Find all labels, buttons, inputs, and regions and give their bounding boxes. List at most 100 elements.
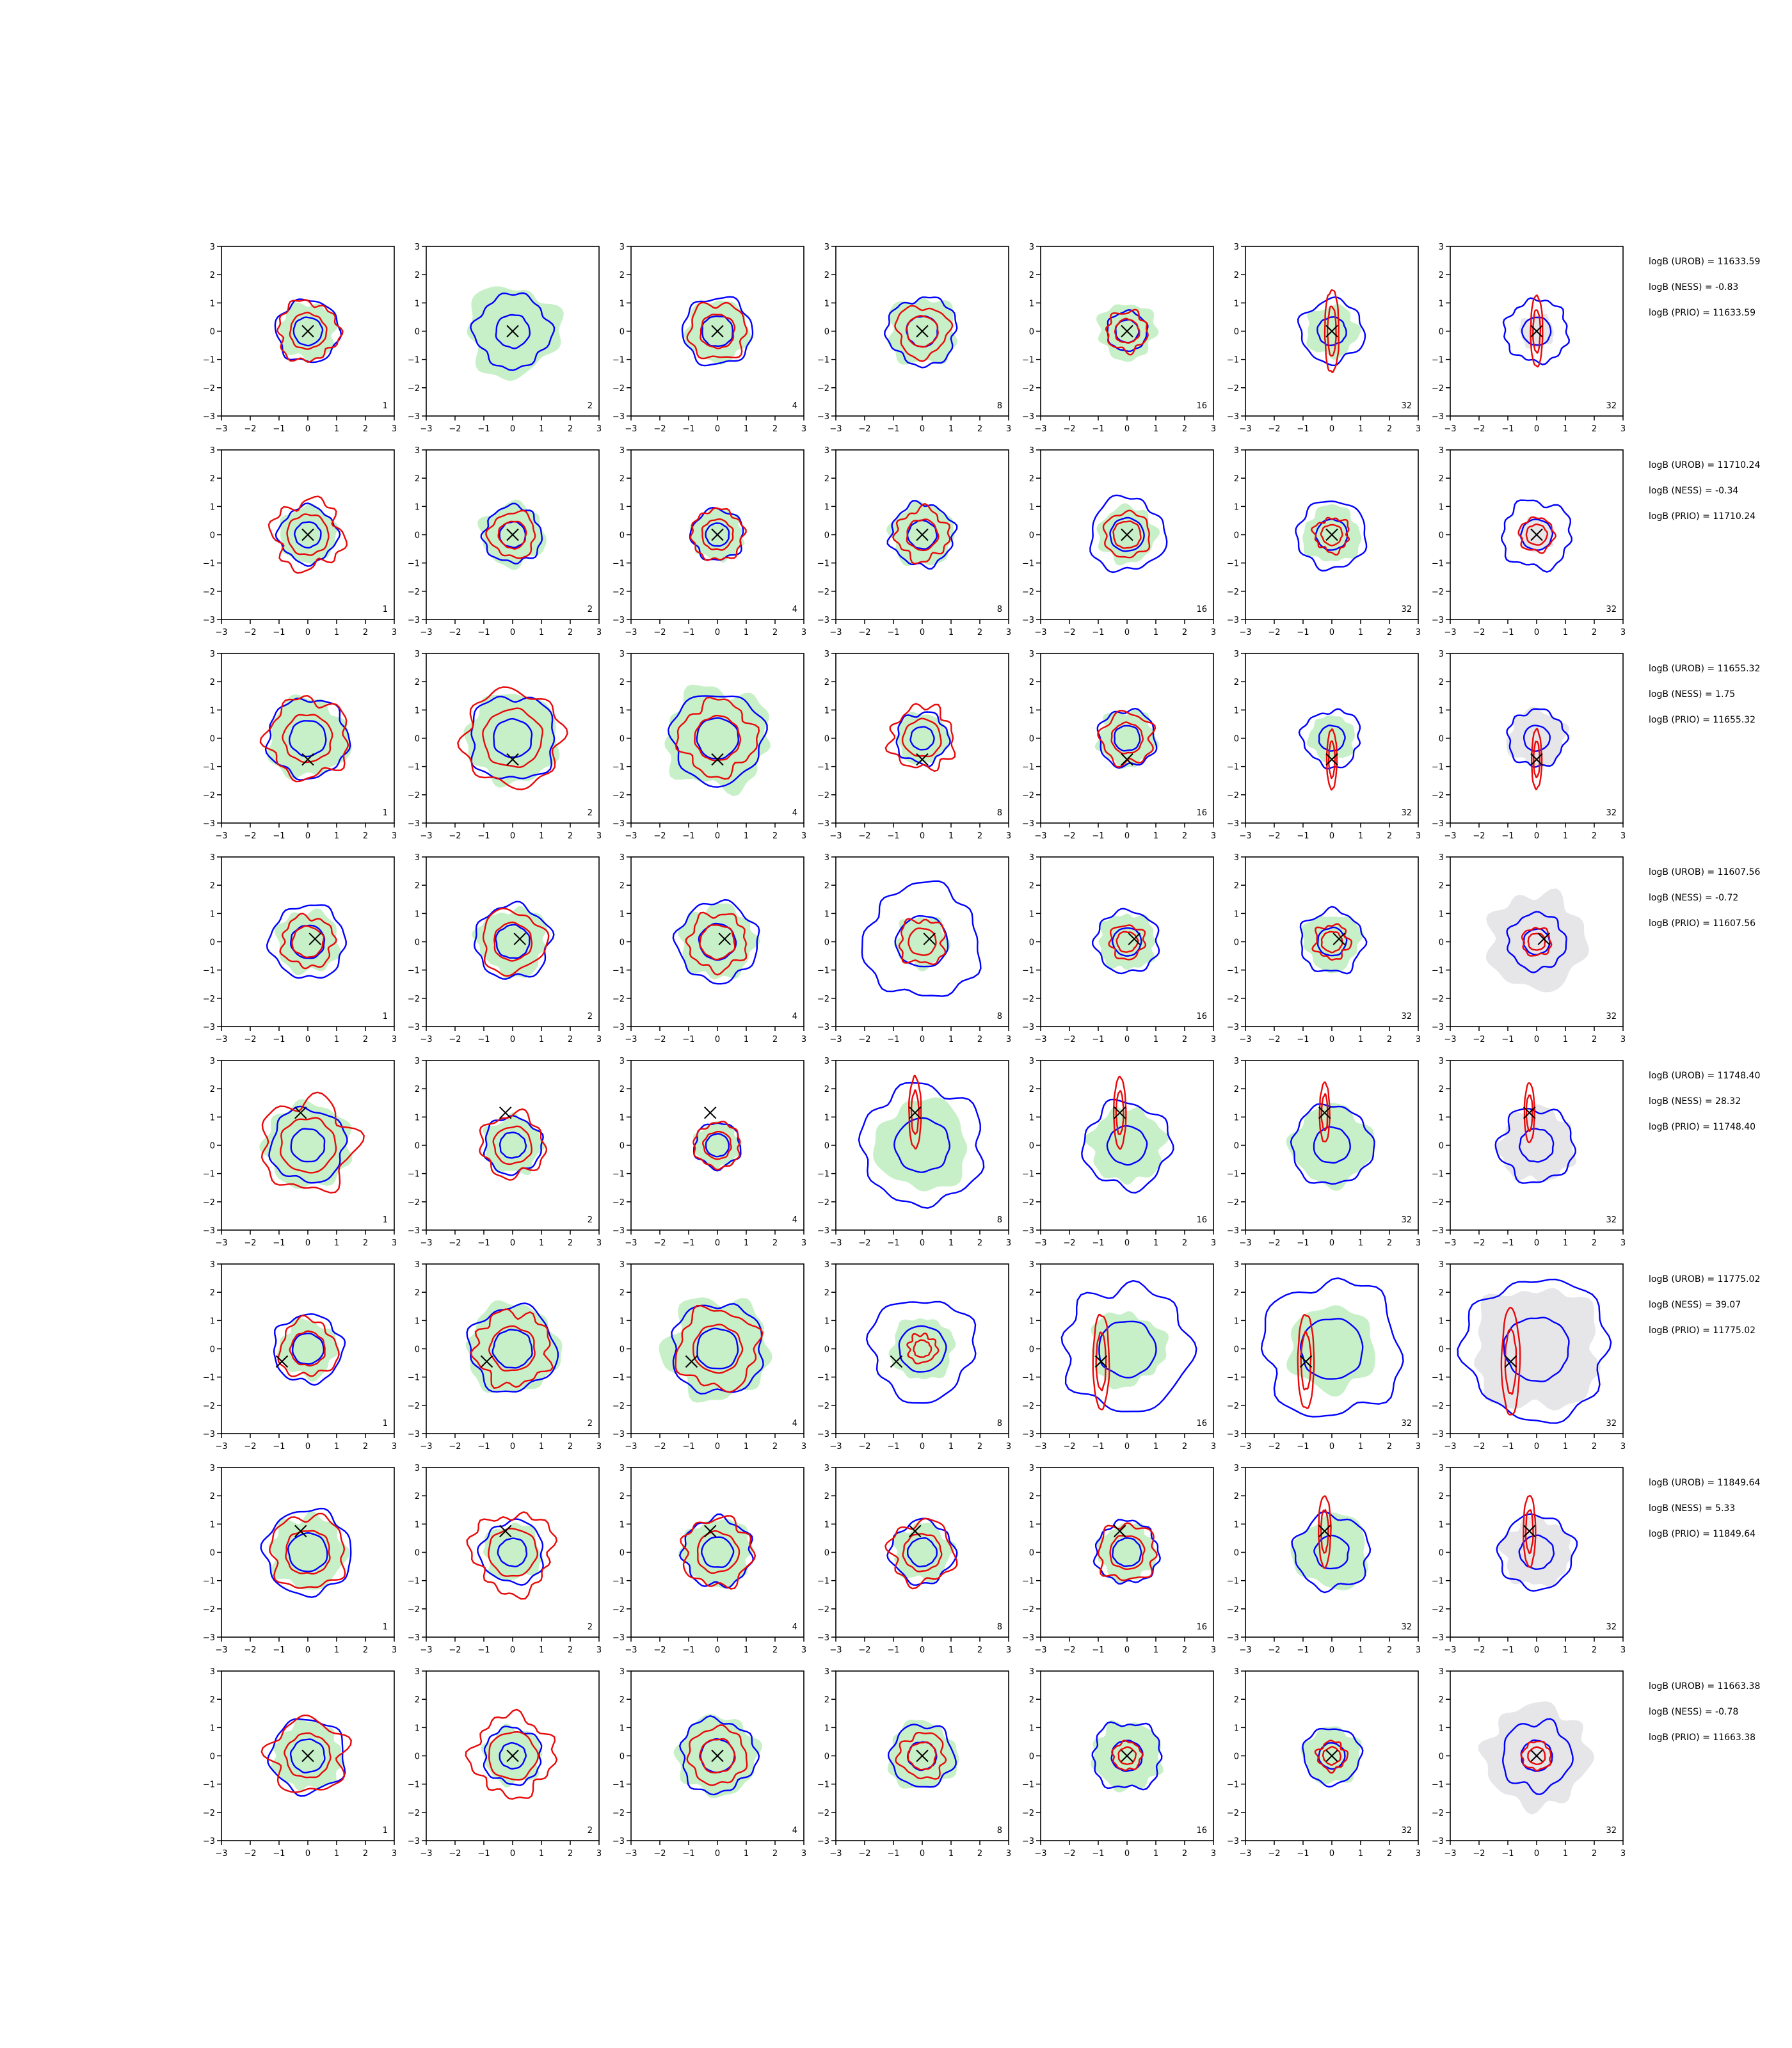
y-tick-label: 3 [1439,1667,1444,1677]
x-tick-label: 2 [1182,1238,1187,1248]
x-tick-label: −1 [682,1035,694,1044]
x-tick-label: 2 [363,1442,368,1452]
x-tick-label: −3 [1444,1849,1456,1859]
y-tick-label: −1 [612,1780,625,1790]
panel-count-label: 16 [1196,605,1207,614]
y-tick-label: 0 [824,938,829,948]
y-tick-label: −3 [1022,616,1034,625]
contour-blue-outer [689,506,744,561]
contour-blue-outer [886,500,958,570]
y-tick-label: 1 [1234,1316,1239,1326]
x-tick-label: 0 [1329,424,1334,434]
x-tick-label: 3 [801,1238,806,1248]
x-tick-label: 1 [744,831,749,841]
x-tick-label: 2 [772,1442,778,1452]
logb-annotation: logB (PRIO) = 11710.24 [1649,511,1756,522]
panel-count-label: 32 [1606,1826,1617,1836]
y-tick-label: −2 [408,995,420,1004]
x-tick-label: 1 [334,424,339,434]
contour-blue-outer [274,298,342,364]
contour-red-inner [482,707,544,768]
true-point-marker [480,1355,493,1368]
x-tick-label: 0 [1534,628,1539,637]
panel-count-label: 4 [792,1622,797,1632]
panel-r4-c7: −3−3 −2 −2 −1 −1 0 0 1 1 2 2 3 3 32 [1432,853,1626,1044]
y-tick-label: −3 [612,1430,625,1439]
y-tick-label: 3 [1029,1667,1034,1677]
x-tick-label: 2 [772,1849,778,1859]
true-point-marker [916,528,929,541]
contour-blue-inner [1521,316,1552,346]
y-tick-label: 3 [1439,853,1444,863]
x-tick-label: −3 [420,424,432,434]
panel-r8-c2: −3−3 −2 −2 −1 −1 0 0 1 1 2 2 3 3 2 [408,1667,602,1859]
true-point-marker [1523,1107,1536,1119]
y-tick-label: 2 [1439,1288,1444,1298]
x-tick-label: −2 [858,628,870,637]
x-tick-label: 3 [596,628,602,637]
y-tick-label: 3 [620,1057,625,1066]
plot-area [884,703,956,772]
x-tick-label: 3 [1620,1849,1626,1859]
x-tick-label: 0 [1534,1645,1539,1655]
contour-red-inner [913,1339,932,1358]
contour-blue-inner [696,1327,739,1370]
contour-blue-outer [1496,1513,1578,1592]
contour-red-inner [906,315,939,348]
x-tick-label: 3 [1211,1035,1216,1044]
y-tick-label: 0 [1234,1142,1239,1151]
y-tick-label: −2 [1227,1402,1239,1411]
panel-count-label: 2 [588,808,593,818]
contour-blue-inner [696,717,740,760]
y-tick-label: 2 [1029,881,1034,891]
logb-annotation: logB (NESS) = -0.34 [1649,486,1738,496]
y-tick-label: 1 [415,1520,420,1530]
contour-red-inner [701,1130,732,1160]
true-point-marker [718,932,731,945]
plot-area [259,694,352,783]
x-tick-label: 2 [363,424,368,434]
y-tick-label: −1 [1227,763,1239,772]
panel-r2-c2: −3−3 −2 −2 −1 −1 0 0 1 1 2 2 3 3 2 [408,446,602,637]
x-tick-label: −2 [1268,424,1280,434]
plot-area [659,1297,772,1403]
y-tick-label: −2 [1227,588,1239,597]
x-tick-label: −3 [829,424,842,434]
x-tick-label: 0 [1124,1442,1130,1452]
x-tick-label: 0 [1329,1035,1334,1044]
plot-area [678,1513,756,1590]
x-tick-label: 3 [1211,831,1216,841]
y-tick-label: −1 [203,1170,215,1180]
y-tick-label: 0 [415,735,420,744]
x-tick-label: −3 [420,831,432,841]
contour-blue-inner [907,1537,938,1568]
true-point-marker [1114,1107,1126,1119]
panel-count-label: 32 [1606,1012,1617,1021]
contour-blue-inner [495,314,531,349]
contour-red-inner [1525,1094,1533,1132]
x-tick-label: −1 [887,1849,899,1859]
logb-annotation: logB (NESS) = 1.75 [1649,689,1735,700]
y-tick-label: −1 [817,1780,829,1790]
y-tick-label: 0 [620,1142,625,1151]
contour-blue-inner [894,915,949,968]
y-tick-label: 3 [620,650,625,659]
x-tick-label: 3 [1416,628,1421,637]
y-tick-label: −1 [1432,1373,1444,1383]
density-fill [1478,1701,1595,1815]
x-tick-label: −3 [1034,424,1046,434]
contour-red-outer [1500,1306,1521,1416]
y-tick-label: 1 [824,1316,829,1326]
x-tick-label: −1 [273,1849,285,1859]
panel-count-label: 32 [1606,1419,1617,1428]
plot-area [1298,708,1361,791]
panel-r6-c5: −3−3 −2 −2 −1 −1 0 0 1 1 2 2 3 3 16 [1022,1260,1216,1452]
plot-area [273,1313,346,1386]
x-tick-label: 0 [1329,831,1334,841]
panel-r8-c5: −3−3 −2 −2 −1 −1 0 0 1 1 2 2 3 3 16 [1022,1667,1216,1859]
plot-area [672,899,761,985]
contour-blue-inner [290,1128,326,1163]
y-tick-label: 2 [620,474,625,484]
x-tick-label: 1 [948,831,954,841]
x-tick-label: −1 [1092,1035,1104,1044]
